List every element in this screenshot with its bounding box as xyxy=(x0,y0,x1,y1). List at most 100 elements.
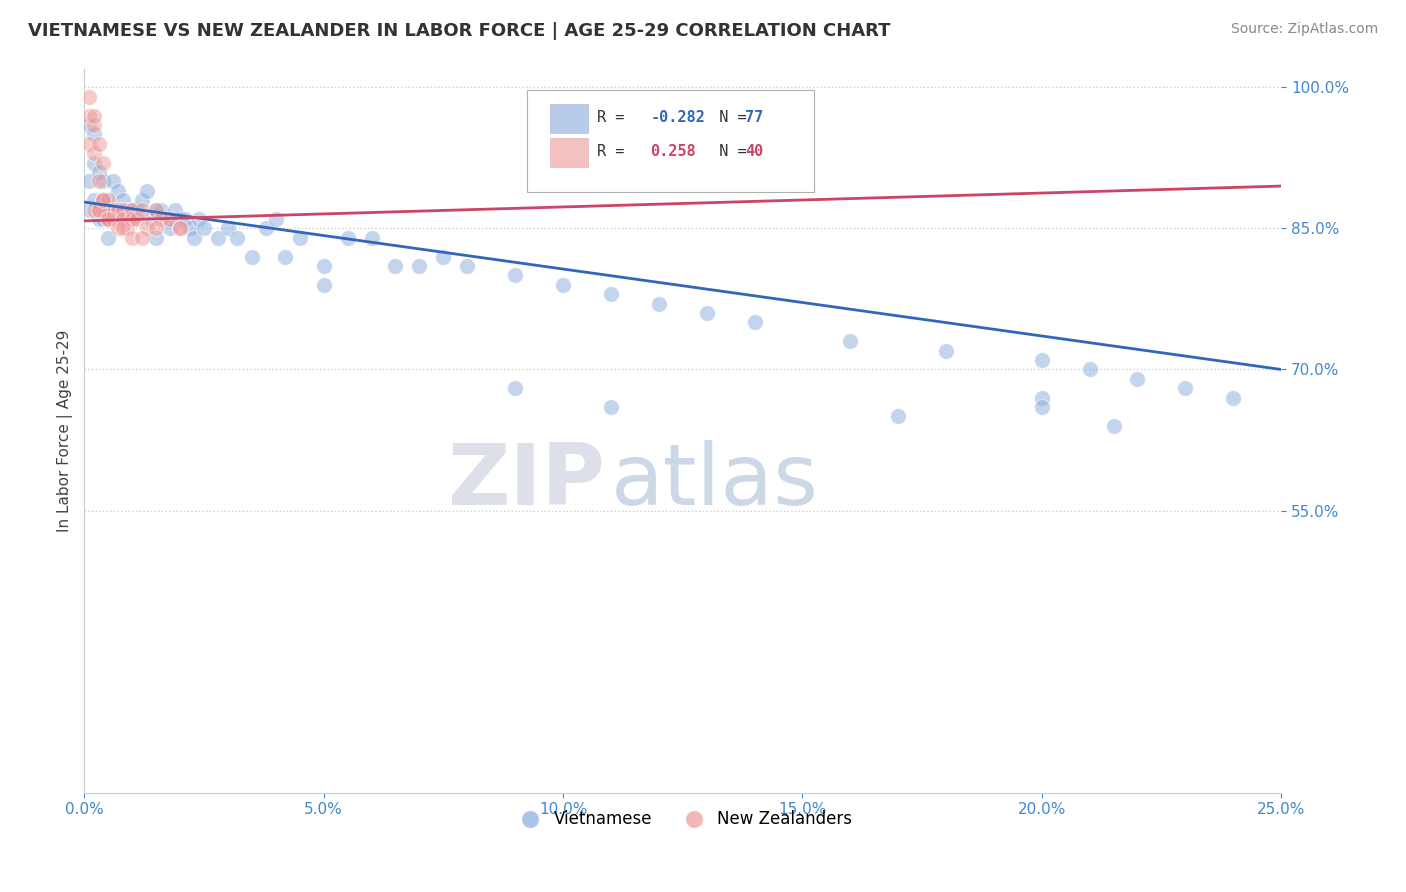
Point xyxy=(159,212,181,227)
Point xyxy=(887,409,910,424)
Point xyxy=(135,221,157,235)
Point xyxy=(83,128,105,142)
Point xyxy=(83,193,105,207)
Point xyxy=(149,212,172,227)
Point xyxy=(1031,400,1053,414)
Point xyxy=(111,202,134,217)
Point xyxy=(93,202,115,217)
Point xyxy=(97,193,120,207)
Point xyxy=(254,221,277,235)
Point xyxy=(179,221,201,235)
Point xyxy=(226,231,249,245)
Point xyxy=(312,277,335,292)
Point xyxy=(1174,381,1197,395)
FancyBboxPatch shape xyxy=(527,90,814,192)
Point xyxy=(117,221,139,235)
Point xyxy=(131,202,153,217)
Point xyxy=(159,221,181,235)
Point xyxy=(83,109,105,123)
Point xyxy=(503,268,526,283)
Point xyxy=(165,202,187,217)
Y-axis label: In Labor Force | Age 25-29: In Labor Force | Age 25-29 xyxy=(58,329,73,532)
Point xyxy=(87,202,110,217)
Point xyxy=(93,193,115,207)
Point xyxy=(125,202,148,217)
Point xyxy=(121,212,143,227)
Point xyxy=(432,250,454,264)
Text: 40: 40 xyxy=(745,144,763,159)
Point xyxy=(111,212,134,227)
Point xyxy=(183,231,205,245)
Point xyxy=(131,193,153,207)
Point xyxy=(173,212,195,227)
Point xyxy=(145,221,167,235)
Point xyxy=(274,250,297,264)
Point xyxy=(111,212,134,227)
Point xyxy=(121,202,143,217)
Point xyxy=(93,212,115,227)
Point xyxy=(408,259,430,273)
Point xyxy=(240,250,263,264)
Point xyxy=(97,212,120,227)
Point xyxy=(141,212,163,227)
Point xyxy=(87,165,110,179)
Point xyxy=(107,212,129,227)
Point xyxy=(93,174,115,188)
Point xyxy=(83,202,105,217)
Point xyxy=(1078,362,1101,376)
Point xyxy=(107,184,129,198)
Text: Source: ZipAtlas.com: Source: ZipAtlas.com xyxy=(1230,22,1378,37)
Point xyxy=(336,231,359,245)
Point xyxy=(87,202,110,217)
Text: atlas: atlas xyxy=(610,440,818,523)
Point xyxy=(77,136,100,151)
Text: 77: 77 xyxy=(745,110,763,125)
Point xyxy=(117,202,139,217)
Text: R =: R = xyxy=(596,110,633,125)
Point xyxy=(101,202,124,217)
Point xyxy=(288,231,311,245)
Point xyxy=(97,202,120,217)
Point xyxy=(77,118,100,132)
Legend: Vietnamese, New Zealanders: Vietnamese, New Zealanders xyxy=(506,804,859,835)
Point xyxy=(111,193,134,207)
Point xyxy=(93,193,115,207)
Point xyxy=(188,212,211,227)
Point xyxy=(1102,418,1125,433)
Point xyxy=(135,184,157,198)
Point xyxy=(169,221,191,235)
Text: -0.282: -0.282 xyxy=(651,110,706,125)
Point xyxy=(97,212,120,227)
Point xyxy=(131,231,153,245)
Point xyxy=(217,221,239,235)
Point xyxy=(149,202,172,217)
Point xyxy=(207,231,229,245)
Point xyxy=(111,221,134,235)
Point xyxy=(312,259,335,273)
Point xyxy=(93,193,115,207)
Point xyxy=(93,155,115,169)
Point xyxy=(121,231,143,245)
Point xyxy=(97,212,120,227)
Text: ZIP: ZIP xyxy=(447,440,605,523)
Text: 0.258: 0.258 xyxy=(651,144,696,159)
Text: N =: N = xyxy=(700,110,755,125)
Point xyxy=(145,202,167,217)
Point xyxy=(83,155,105,169)
Point xyxy=(1031,391,1053,405)
Point xyxy=(87,174,110,188)
Point xyxy=(264,212,287,227)
Point xyxy=(87,202,110,217)
Point xyxy=(169,212,191,227)
Point xyxy=(145,231,167,245)
Point xyxy=(121,212,143,227)
Point xyxy=(83,146,105,161)
Point xyxy=(384,259,406,273)
Point xyxy=(1126,372,1149,386)
Point xyxy=(97,193,120,207)
Point xyxy=(77,109,100,123)
Point xyxy=(101,212,124,227)
Point xyxy=(97,231,120,245)
Point xyxy=(456,259,478,273)
Text: R =: R = xyxy=(596,144,643,159)
